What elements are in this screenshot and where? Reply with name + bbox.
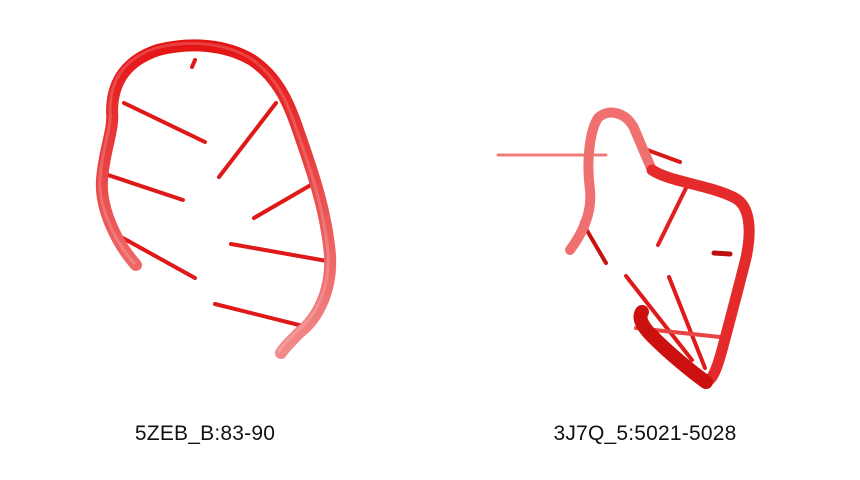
structure-panel-left: 5ZEB_B:83-90 <box>95 39 337 445</box>
base-stick <box>119 235 197 280</box>
base-stick <box>624 274 694 362</box>
base-stick <box>122 101 207 144</box>
backbone-tube <box>95 39 337 359</box>
base-stick <box>190 58 197 69</box>
base-stick <box>252 180 318 220</box>
structure-panel-right: 3J7Q_5:5021-5028 <box>430 0 860 480</box>
rna-structure-right <box>496 107 755 389</box>
base-stick <box>213 302 305 328</box>
base-stick <box>217 101 278 179</box>
base-stick <box>711 250 733 257</box>
base-stick <box>656 182 690 247</box>
structure-label: 3J7Q_5:5021-5028 <box>553 422 737 445</box>
rna-structure-left <box>95 39 337 359</box>
base-stick <box>667 275 707 370</box>
base-stick <box>229 242 329 263</box>
structure-label: 5ZEB_B:83-90 <box>134 422 276 445</box>
base-stick <box>106 173 185 202</box>
